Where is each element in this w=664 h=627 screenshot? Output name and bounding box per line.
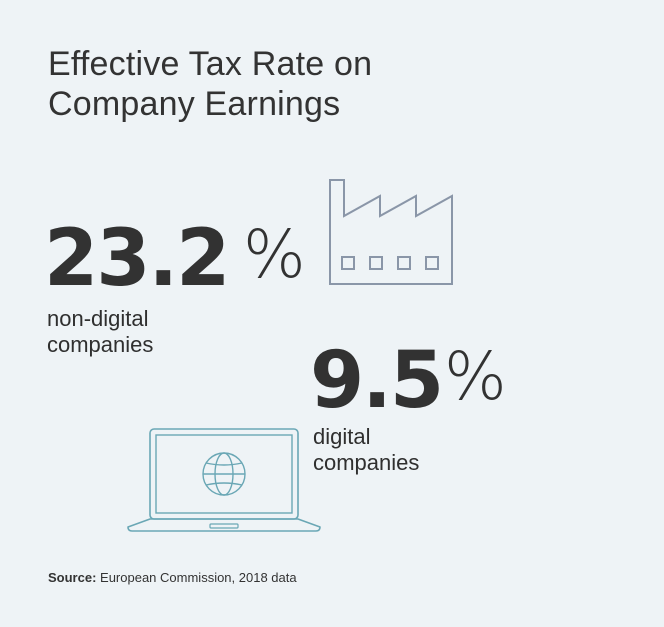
globe-icon [202,452,246,496]
source-label: Source: [48,570,97,585]
non-digital-label-line-2: companies [47,332,154,357]
non-digital-rate-percent: % [243,216,306,293]
title-line-1: Effective Tax Rate on [48,45,373,83]
digital-rate-value: 9.5 [310,336,444,426]
page-title: Effective Tax Rate on Company Earnings [48,44,372,124]
non-digital-label-line-1: non-digital [47,306,149,331]
non-digital-rate-value: 23.2 [44,214,230,304]
digital-rate-percent: % [444,338,507,415]
source-text: European Commission, 2018 data [100,570,297,585]
source-note: Source: European Commission, 2018 data [48,570,297,585]
title-line-2: Company Earnings [48,85,341,123]
digital-label: digital companies [313,424,419,476]
digital-label-line-1: digital [313,424,371,449]
digital-label-line-2: companies [313,450,420,475]
non-digital-label: non-digital companies [47,306,153,358]
factory-icon [329,179,453,285]
laptop-globe-icon [127,428,321,532]
